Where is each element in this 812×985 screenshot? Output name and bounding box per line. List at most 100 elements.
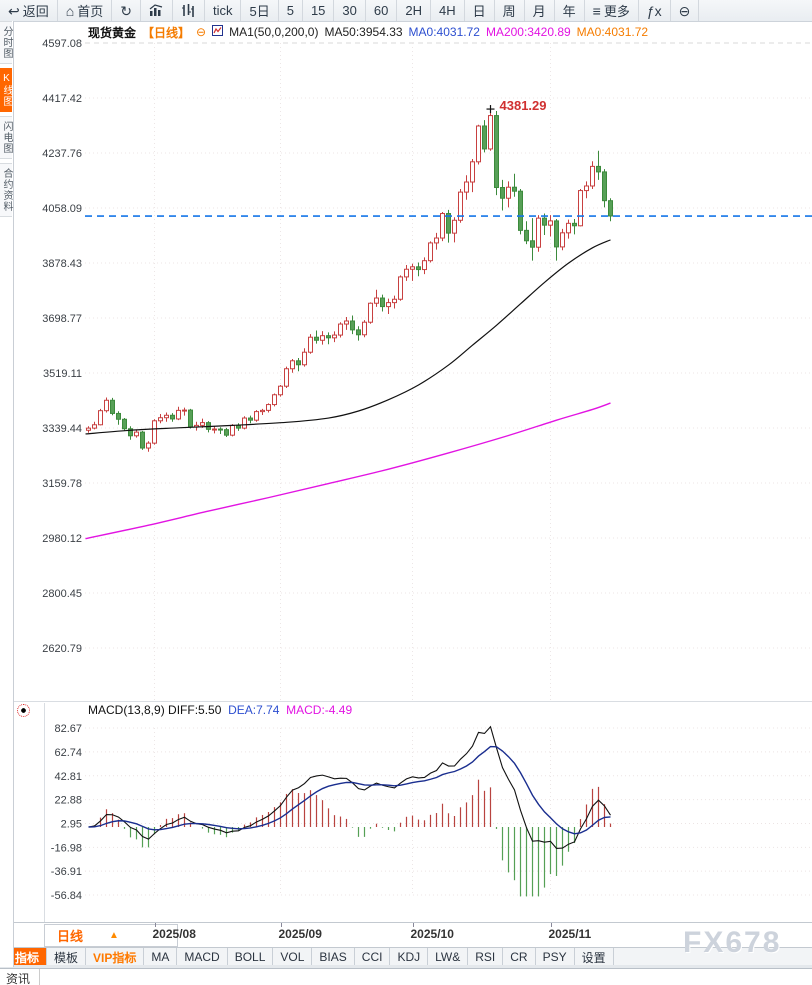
period-tag: 【日线】 [142, 25, 191, 40]
chart-title-bar: 现货黄金 【日线】 ⊖ MA1(50,0,200,0) MA50:3954.33… [14, 23, 812, 41]
timeframe-15-button[interactable]: 15 [303, 0, 335, 21]
toolbar-home-button[interactable]: ⌂ 首页 [58, 0, 113, 21]
svg-text:82.67: 82.67 [54, 723, 82, 735]
month-gridlines [154, 43, 551, 896]
ma0-value-orange: MA0:4031.72 [576, 25, 649, 39]
toolbar-label: 更多 [603, 4, 630, 19]
toolbar-bar-chart-button[interactable] [141, 0, 173, 21]
ma200-value: MA200:3420.89 [485, 25, 571, 39]
indicator-tab-CR[interactable]: CR [503, 948, 536, 966]
indicator-tab-指标[interactable]: 指标 [8, 948, 48, 966]
svg-text:2620.79: 2620.79 [42, 643, 82, 655]
toolbar-zoom-out-button[interactable]: ⊖ [671, 0, 700, 21]
menu-icon: ≡ [592, 2, 601, 19]
indicator-tab-MA[interactable]: MA [144, 948, 178, 966]
x-axis-label: 2025/08 [152, 927, 196, 941]
svg-text:2.95: 2.95 [61, 818, 82, 830]
indicator-tab-LW&[interactable]: LW& [428, 948, 469, 966]
timeframe-月-button[interactable]: 月 [525, 0, 555, 21]
sidebar-tab-K线图[interactable]: K线图 [0, 68, 12, 112]
svg-text:2980.12: 2980.12 [42, 533, 82, 545]
svg-text:3698.77: 3698.77 [42, 313, 82, 325]
ma0-value-blue: MA0:4031.72 [408, 25, 480, 39]
indicator-tab-BIAS[interactable]: BIAS [312, 948, 355, 966]
svg-text:62.74: 62.74 [54, 747, 82, 759]
svg-text:-56.84: -56.84 [51, 890, 82, 902]
svg-text:4417.42: 4417.42 [42, 93, 82, 105]
news-tab[interactable]: 资讯 [0, 969, 41, 985]
svg-text:-16.98: -16.98 [51, 842, 82, 854]
mini-chart-icon [212, 25, 224, 39]
period-selector[interactable]: 日线 ▲ [44, 924, 178, 947]
price-axis-labels: 4597.08 4417.42 4237.76 4058.09 3878.43 3698.… [42, 38, 82, 655]
ma-lines [85, 239, 611, 540]
toolbar-label: 首页 [77, 4, 104, 19]
svg-text:3519.11: 3519.11 [43, 368, 82, 380]
timeframe-周-button[interactable]: 周 [495, 0, 525, 21]
svg-text:-36.91: -36.91 [51, 866, 82, 878]
svg-text:3878.43: 3878.43 [42, 258, 82, 270]
timeframe-年-button[interactable]: 年 [555, 0, 585, 21]
macd-bar-value: MACD:-4.49 [286, 703, 353, 717]
x-axis-row: 日线 ▲ 2025/08 2025/09 2025/10 2025/11 [14, 922, 812, 948]
indicator-tab-CCI[interactable]: CCI [355, 948, 391, 966]
sidebar-tab-合约资料[interactable]: 合约资料 [0, 163, 12, 217]
timeframe-日-button[interactable]: 日 [465, 0, 495, 21]
period-selector-label: 日线 [57, 929, 84, 944]
sidebar-tab-闪电图[interactable]: 闪电图 [0, 116, 12, 159]
x-axis-label: 2025/10 [410, 927, 454, 941]
macd-diff-value: DIFF:5.50 [168, 703, 222, 717]
toolbar-fx-button[interactable]: ƒx [639, 0, 671, 21]
candles-layer [86, 109, 613, 452]
divider [0, 965, 812, 968]
indicator-tab-MACD[interactable]: MACD [177, 948, 228, 966]
macd-params: MACD(13,8,9) [88, 703, 165, 717]
toolbar-label: 返回 [22, 4, 49, 19]
timeframe-5-button[interactable]: 5 [279, 0, 303, 21]
back-arrow-icon: ↩ [8, 2, 20, 19]
svg-text:42.81: 42.81 [54, 771, 82, 783]
timeframe-30-button[interactable]: 30 [334, 0, 366, 21]
ma-settings-label: MA1(50,0,200,0) [229, 25, 319, 39]
macd-header: MACD(13,8,9) DIFF:5.50 DEA:7.74 MACD:-4.… [88, 703, 352, 717]
sidebar-tab-分时图[interactable]: 分时图 [0, 21, 12, 64]
toolbar-more-button[interactable]: ≡ 更多 [585, 0, 639, 21]
month-tick [412, 923, 414, 927]
macd-gridlines [85, 727, 812, 896]
indicator-settings-icon[interactable] [17, 704, 30, 717]
pane-borders [14, 701, 812, 922]
toolbar-candle-chart-button[interactable] [173, 0, 205, 21]
timeframe-60-button[interactable]: 60 [366, 0, 398, 21]
svg-text:4381.29: 4381.29 [500, 98, 547, 113]
indicator-tab-模板[interactable]: 模板 [47, 948, 87, 966]
month-tick [550, 923, 552, 927]
price-chart-canvas: 4597.08 4417.42 4237.76 4058.09 3878.43 3698.… [14, 38, 812, 922]
toolbar-refresh-button[interactable]: ↻ [112, 0, 141, 21]
macd-dea-value: DEA:7.74 [228, 703, 280, 717]
svg-text:3159.78: 3159.78 [42, 478, 82, 490]
symbol-name: 现货黄金 [88, 25, 137, 40]
indicator-tab-VOL[interactable]: VOL [273, 948, 313, 966]
indicator-tab-BOLL[interactable]: BOLL [228, 948, 274, 966]
timeframe-2H-button[interactable]: 2H [397, 0, 431, 21]
indicator-tab-设置[interactable]: 设置 [575, 948, 614, 966]
refresh-icon: ↻ [120, 2, 132, 19]
macd-axis-labels: 82.67 62.74 42.81 22.88 2.95 -16.98 -36.91 -56.… [51, 723, 82, 902]
zoom-out-icon: ⊖ [678, 2, 691, 19]
candle-chart-icon [181, 4, 196, 17]
indicator-tab-RSI[interactable]: RSI [468, 948, 504, 966]
chart-type-sidebar: 分时图 K线图闪电图合约资料 [0, 21, 14, 967]
indicator-tab-KDJ[interactable]: KDJ [390, 948, 429, 966]
timeframe-tick-button[interactable]: tick [205, 0, 242, 21]
timeframe-4H-button[interactable]: 4H [431, 0, 465, 21]
x-axis-label: 2025/09 [278, 927, 322, 941]
svg-text:3339.44: 3339.44 [42, 423, 82, 435]
collapse-pane-icon[interactable]: ⊖ [196, 25, 207, 39]
svg-text:4597.08: 4597.08 [42, 38, 82, 50]
indicator-tab-PSY[interactable]: PSY [536, 948, 575, 966]
indicator-tab-VIP指标[interactable]: VIP指标 [86, 948, 145, 966]
svg-text:2800.45: 2800.45 [42, 588, 82, 600]
toolbar-back-button[interactable]: ↩ 返回 [0, 0, 58, 21]
chevron-up-icon: ▲ [109, 930, 119, 941]
timeframe-5日-button[interactable]: 5日 [241, 0, 279, 21]
